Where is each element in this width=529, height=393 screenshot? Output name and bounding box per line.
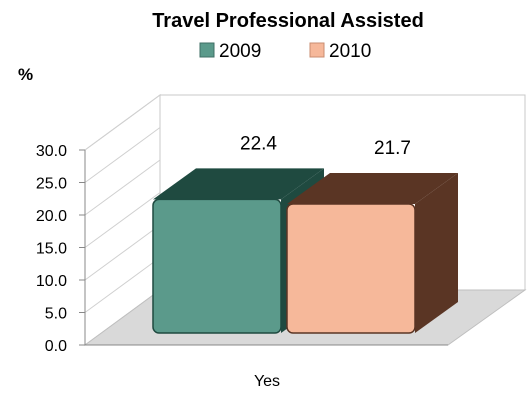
legend-label-2009: 2009	[219, 41, 261, 62]
y-tick-label: 15.0	[36, 241, 67, 258]
x-tick-label-yes: Yes	[254, 373, 280, 390]
y-axis-ticks: 0.0 5.0 10.0 15.0 20.0 25.0 30.0	[36, 143, 85, 355]
y-tick-label: 20.0	[36, 208, 67, 225]
legend: 2009 2010	[199, 41, 371, 62]
side-wall-gridline	[84, 127, 161, 183]
bar-2010	[286, 172, 458, 334]
side-wall-gridline	[84, 257, 161, 313]
bars	[152, 168, 458, 334]
side-wall-gridline	[84, 159, 161, 216]
legend-swatch-2009	[199, 42, 215, 58]
side-wall-gridline	[84, 94, 161, 151]
bar-top-face	[287, 172, 458, 204]
side-wall-gridline	[84, 192, 161, 248]
y-tick-label: 0.0	[45, 338, 67, 355]
y-tick-label: 10.0	[36, 273, 67, 290]
data-label-2009: 22.4	[240, 133, 277, 154]
y-tick-label: 30.0	[36, 143, 67, 160]
legend-label-2010: 2010	[329, 41, 371, 62]
y-tick-label: 5.0	[45, 306, 67, 323]
y-tick-label: 25.0	[36, 176, 67, 193]
data-labels: 22.4 21.7	[240, 133, 411, 159]
chart-title: Travel Professional Assisted	[152, 10, 424, 32]
side-wall-gridline	[84, 224, 161, 281]
wall-gridlines	[84, 94, 161, 313]
data-label-2010: 21.7	[374, 138, 411, 159]
y-axis-unit: %	[18, 65, 33, 84]
legend-swatch-2010	[309, 42, 325, 58]
bar-top-face	[153, 168, 324, 200]
bar-front-face	[286, 203, 416, 334]
bar-front-face	[152, 198, 282, 334]
bar-side-face	[415, 172, 458, 333]
